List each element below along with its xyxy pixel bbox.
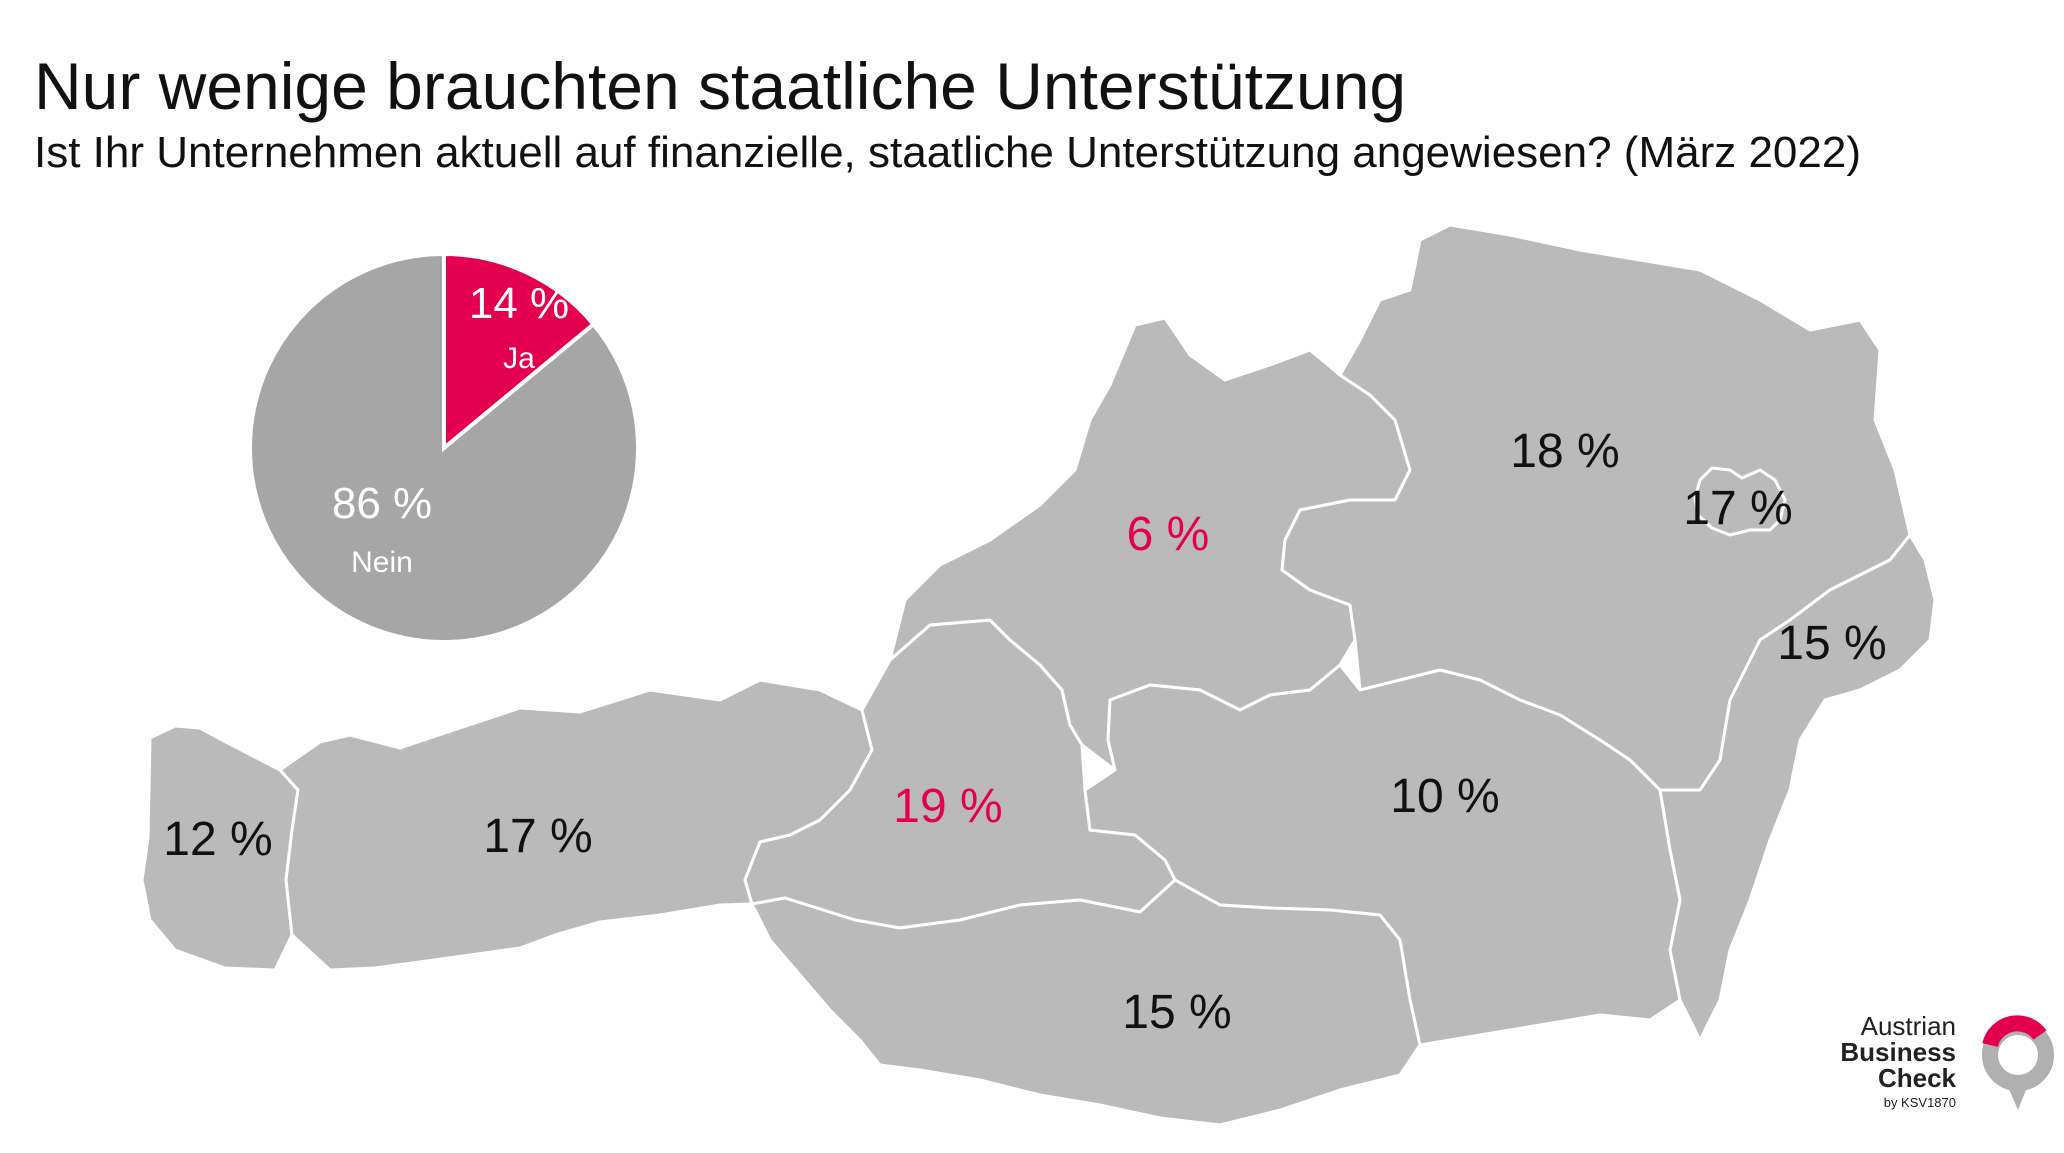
region-burgenland [1658, 533, 1937, 1042]
label-niederoesterreich: 18 % [1510, 425, 1619, 478]
label-burgenland: 15 % [1777, 617, 1886, 670]
logo-line-by: by KSV1870 [1883, 1095, 1956, 1110]
pie-slice-nein [248, 251, 640, 644]
label-salzburg: 19 % [893, 780, 1002, 833]
label-tirol: 17 % [483, 810, 592, 863]
pie-label-ja-value: 14 % [469, 279, 569, 328]
region-labels: 12 % 17 % 19 % 6 % 18 % 17 % 15 % 10 % 1… [163, 425, 1886, 1039]
speech-bubble-ring-icon [1982, 1015, 2054, 1110]
logo-line-check: Check [1877, 1063, 1956, 1093]
label-steiermark: 10 % [1390, 770, 1499, 823]
label-oberoesterreich: 6 % [1127, 508, 1210, 561]
pie-chart [248, 251, 640, 644]
label-vorarlberg: 12 % [163, 813, 272, 866]
pie-label-nein-value: 86 % [332, 479, 432, 528]
region-wien [1693, 466, 1787, 537]
label-wien: 17 % [1683, 482, 1792, 535]
logo-line-austrian: Austrian [1860, 1011, 1956, 1041]
pie-label-ja-name: Ja [503, 342, 535, 375]
region-kaernten [750, 878, 1422, 1127]
chart-title: Nur wenige brauchten staatliche Unterstü… [34, 49, 1407, 123]
logo: Austrian Business Check by KSV1870 [1836, 1003, 2046, 1143]
chart-subtitle: Ist Ihr Unternehmen aktuell auf finanzie… [34, 128, 1861, 177]
austria-map [140, 223, 1937, 1127]
pie-slice-ja [442, 251, 597, 453]
pie-labels: 14 % Ja 86 % Nein [332, 279, 569, 579]
label-kaernten: 15 % [1122, 986, 1231, 1039]
logo-line-business: Business [1840, 1037, 1956, 1067]
pie-label-nein-name: Nein [351, 546, 413, 579]
